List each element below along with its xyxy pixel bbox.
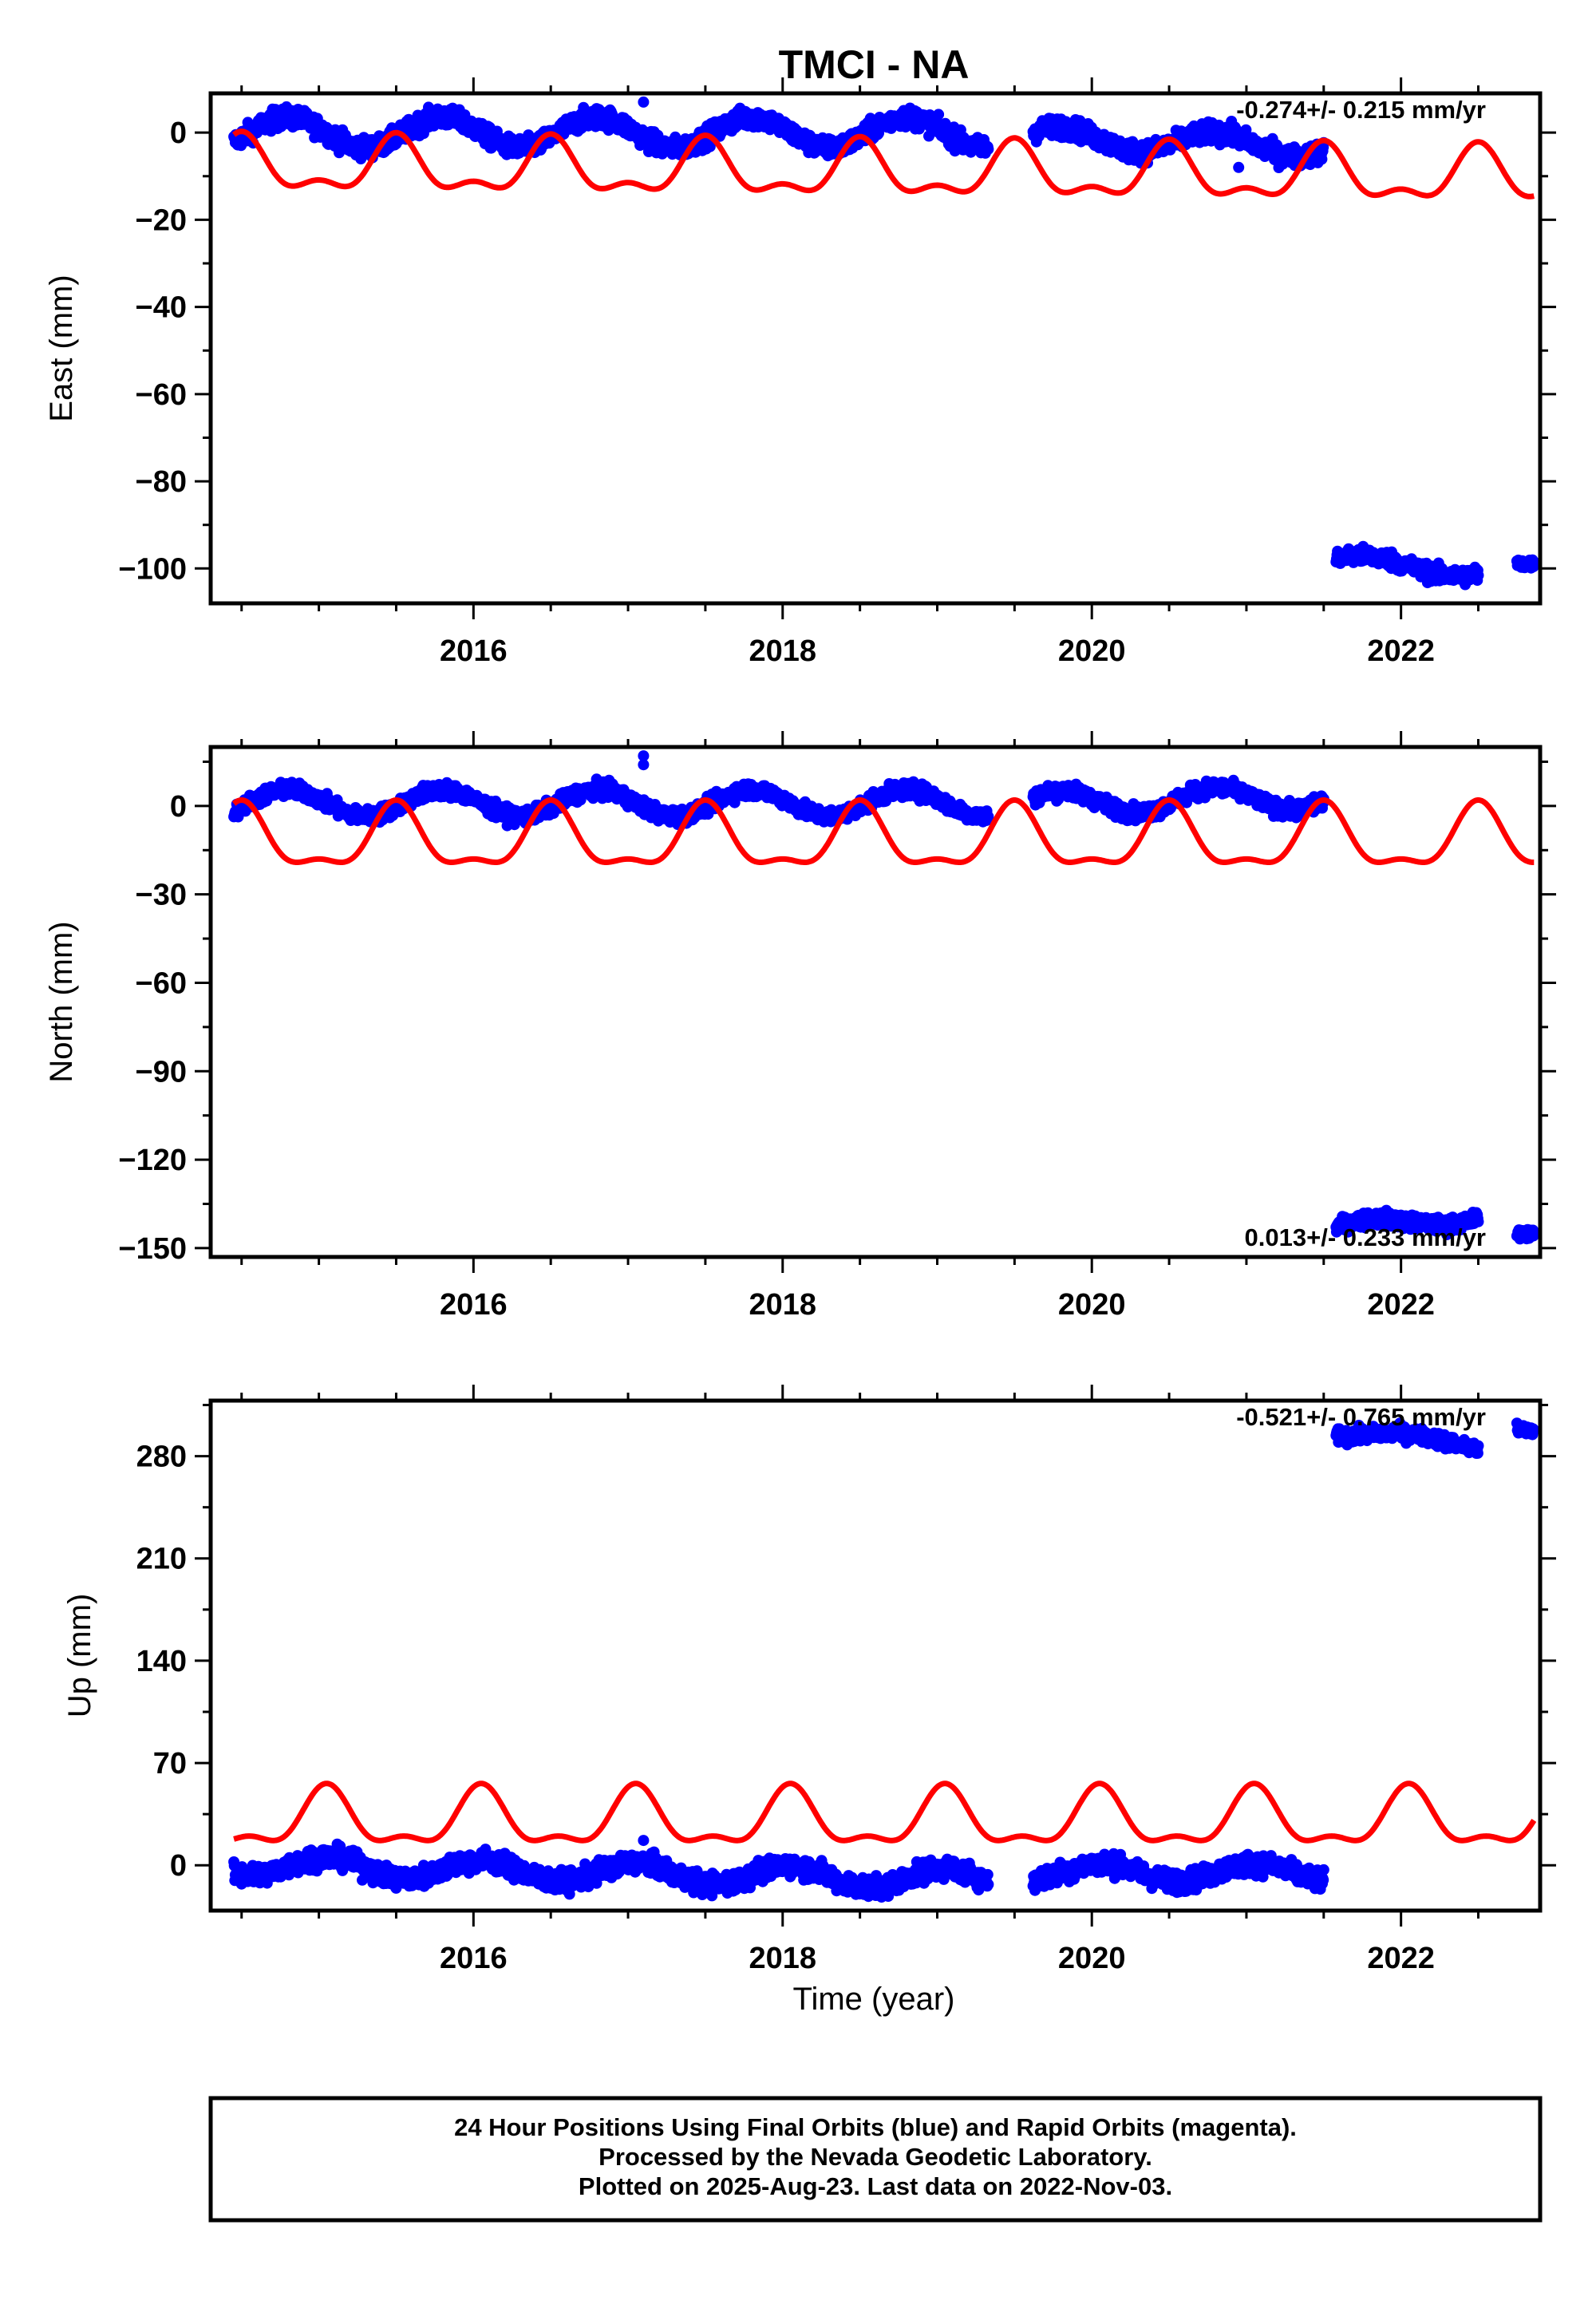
data-point (1472, 569, 1484, 581)
data-point (1528, 556, 1540, 568)
data-point (982, 143, 994, 155)
y-tick-label: −60 (136, 378, 187, 412)
y-tick-label: −100 (118, 552, 187, 586)
y-axis-label: East (mm) (44, 275, 79, 421)
y-tick-label: −20 (136, 204, 187, 237)
data-points (228, 96, 1540, 591)
outlier-point (1233, 161, 1245, 173)
outlier-point (638, 96, 650, 108)
x-tick-label: 2018 (749, 634, 816, 668)
y-tick-label: −40 (136, 291, 187, 325)
north-panel: 2016 2018 2020 20220−30−60−90−120−150North … (44, 731, 1556, 1322)
x-tick-label: 2016 (440, 634, 508, 668)
rate-label: -0.274+/- 0.215 mm/yr (1236, 96, 1486, 124)
model-curve (231, 128, 1535, 200)
chart-title: TMCI - NA (779, 42, 970, 87)
east-panel: 2016 2018 2020 2022 0 −20 −40 −60 −80 −100 East (m… (44, 77, 1556, 668)
y-tick-label: 0 (170, 117, 187, 150)
x-tick-label: 2020 (1058, 634, 1126, 668)
y-tick-label: −80 (136, 465, 187, 499)
plot-frame (208, 91, 1543, 606)
data-point (933, 109, 945, 121)
x-tick-label: 2022 (1367, 634, 1435, 668)
